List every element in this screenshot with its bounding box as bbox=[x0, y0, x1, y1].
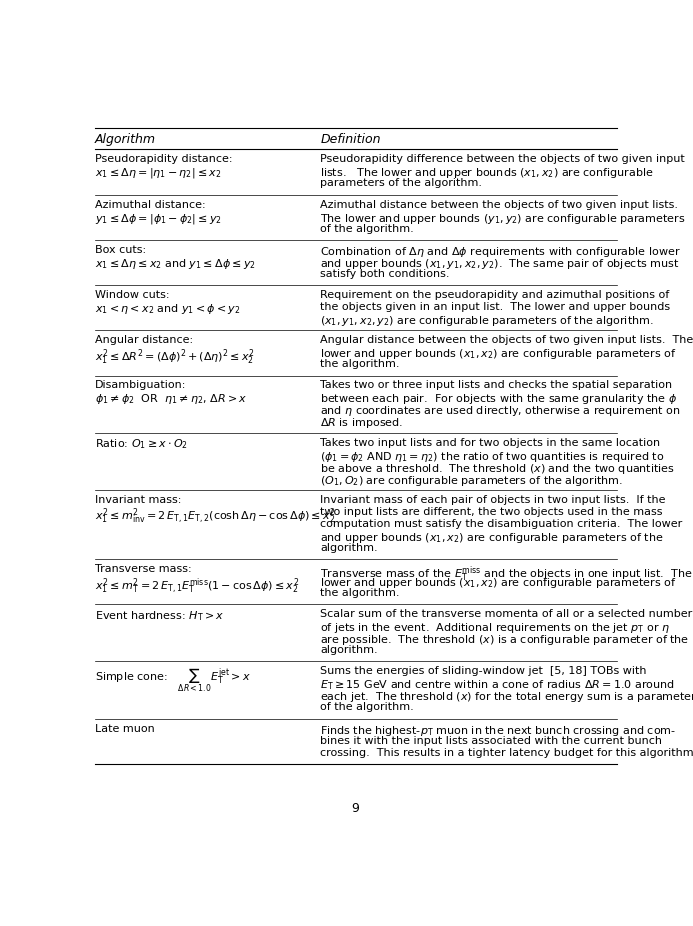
Text: $\phi_1 \neq \phi_2$  OR  $\eta_1 \neq \eta_2$, $\Delta R > x$: $\phi_1 \neq \phi_2$ OR $\eta_1 \neq \et… bbox=[95, 393, 247, 407]
Text: $x_1^2 \leq \Delta R^2 = (\Delta\phi)^2 + (\Delta\eta)^2 \leq x_2^2$: $x_1^2 \leq \Delta R^2 = (\Delta\phi)^2 … bbox=[95, 347, 254, 367]
Text: $x_1 \leq \Delta\eta = |\eta_1 - \eta_2| \leq x_2$: $x_1 \leq \Delta\eta = |\eta_1 - \eta_2|… bbox=[95, 167, 221, 181]
Text: and upper bounds ($x_1, y_1, x_2, y_2$).  The same pair of objects must: and upper bounds ($x_1, y_1, x_2, y_2$).… bbox=[320, 257, 680, 271]
Text: Transverse mass:: Transverse mass: bbox=[95, 564, 191, 574]
Text: bines it with the input lists associated with the current bunch: bines it with the input lists associated… bbox=[320, 735, 663, 745]
Text: be above a threshold.  The threshold ($x$) and the two quantities: be above a threshold. The threshold ($x$… bbox=[320, 462, 675, 476]
Text: The lower and upper bounds ($y_1, y_2$) are configurable parameters: The lower and upper bounds ($y_1, y_2$) … bbox=[320, 212, 686, 226]
Text: satisfy both conditions.: satisfy both conditions. bbox=[320, 269, 450, 279]
Text: Angular distance between the objects of two given input lists.  The: Angular distance between the objects of … bbox=[320, 335, 693, 345]
Text: Takes two or three input lists and checks the spatial separation: Takes two or three input lists and check… bbox=[320, 381, 672, 391]
Text: between each pair.  For objects with the same granularity the $\phi$: between each pair. For objects with the … bbox=[320, 393, 678, 407]
Text: lower and upper bounds ($x_1, x_2$) are configurable parameters of: lower and upper bounds ($x_1, x_2$) are … bbox=[320, 576, 676, 590]
Text: each jet.  The threshold ($x$) for the total energy sum is a parameter: each jet. The threshold ($x$) for the to… bbox=[320, 691, 693, 705]
Text: Sums the energies of sliding-window jet  [5, 18] TOBs with: Sums the energies of sliding-window jet … bbox=[320, 667, 647, 676]
Text: and $\eta$ coordinates are used directly, otherwise a requirement on: and $\eta$ coordinates are used directly… bbox=[320, 405, 681, 419]
Text: of the algorithm.: of the algorithm. bbox=[320, 224, 414, 233]
Text: the objects given in an input list.  The lower and upper bounds: the objects given in an input list. The … bbox=[320, 302, 670, 312]
Text: lower and upper bounds ($x_1, x_2$) are configurable parameters of: lower and upper bounds ($x_1, x_2$) are … bbox=[320, 347, 676, 361]
Text: algorithm.: algorithm. bbox=[320, 543, 378, 553]
Text: the algorithm.: the algorithm. bbox=[320, 359, 400, 369]
Text: Invariant mass of each pair of objects in two input lists.  If the: Invariant mass of each pair of objects i… bbox=[320, 494, 666, 505]
Text: Azimuthal distance:: Azimuthal distance: bbox=[95, 200, 205, 209]
Text: ($O_1, O_2$) are configurable parameters of the algorithm.: ($O_1, O_2$) are configurable parameters… bbox=[320, 473, 623, 488]
Text: computation must satisfy the disambiguation criteria.  The lower: computation must satisfy the disambiguat… bbox=[320, 519, 683, 529]
Text: $E_{\mathrm{T}} \geq 15$ GeV and centre within a cone of radius $\Delta R = 1.0$: $E_{\mathrm{T}} \geq 15$ GeV and centre … bbox=[320, 679, 675, 693]
Text: ($x_1, y_1, x_2, y_2$) are configurable parameters of the algorithm.: ($x_1, y_1, x_2, y_2$) are configurable … bbox=[320, 314, 654, 328]
Text: of jets in the event.  Additional requirements on the jet $p_{\mathrm{T}}$ or $\: of jets in the event. Additional require… bbox=[320, 621, 670, 635]
Text: $y_1 \leq \Delta\phi = |\phi_1 - \phi_2| \leq y_2$: $y_1 \leq \Delta\phi = |\phi_1 - \phi_2|… bbox=[95, 212, 222, 226]
Text: Simple cone:   $\sum_{\Delta R<1.0} E_{\mathrm{T}}^{\mathrm{jet}} > x$: Simple cone: $\sum_{\Delta R<1.0} E_{\ma… bbox=[95, 667, 250, 694]
Text: of the algorithm.: of the algorithm. bbox=[320, 702, 414, 712]
Text: Disambiguation:: Disambiguation: bbox=[95, 381, 186, 391]
Text: Takes two input lists and for two objects in the same location: Takes two input lists and for two object… bbox=[320, 438, 660, 447]
Text: Invariant mass:: Invariant mass: bbox=[95, 494, 181, 505]
Text: Pseudorapidity distance:: Pseudorapidity distance: bbox=[95, 155, 232, 165]
Text: Finds the highest-$p_{\mathrm{T}}$ muon in the next bunch crossing and com-: Finds the highest-$p_{\mathrm{T}}$ muon … bbox=[320, 723, 676, 738]
Text: crossing.  This results in a tighter latency budget for this algorithm.: crossing. This results in a tighter late… bbox=[320, 747, 693, 757]
Text: Window cuts:: Window cuts: bbox=[95, 290, 169, 300]
Text: parameters of the algorithm.: parameters of the algorithm. bbox=[320, 179, 482, 188]
Text: Algorithm: Algorithm bbox=[95, 133, 156, 146]
Text: $x_1^2 \leq m_{\mathrm{T}}^2 = 2\,E_{\mathrm{T},1}E_{\mathrm{T}}^{\mathrm{miss}}: $x_1^2 \leq m_{\mathrm{T}}^2 = 2\,E_{\ma… bbox=[95, 576, 299, 595]
Text: Box cuts:: Box cuts: bbox=[95, 244, 146, 255]
Text: Definition: Definition bbox=[320, 133, 380, 146]
Text: $x_1 \leq \Delta\eta \leq x_2$ and $y_1 \leq \Delta\phi \leq y_2$: $x_1 \leq \Delta\eta \leq x_2$ and $y_1 … bbox=[95, 257, 256, 271]
Text: algorithm.: algorithm. bbox=[320, 645, 378, 656]
Text: Event hardness: $H_{\mathrm{T}} > x$: Event hardness: $H_{\mathrm{T}} > x$ bbox=[95, 609, 224, 623]
Text: Scalar sum of the transverse momenta of all or a selected number: Scalar sum of the transverse momenta of … bbox=[320, 609, 692, 619]
Text: $x_1^2 \leq m_{\mathrm{inv}}^2 = 2\,E_{\mathrm{T},1}E_{\mathrm{T},2}(\cosh\Delta: $x_1^2 \leq m_{\mathrm{inv}}^2 = 2\,E_{\… bbox=[95, 507, 335, 527]
Text: are possible.  The threshold ($x$) is a configurable parameter of the: are possible. The threshold ($x$) is a c… bbox=[320, 633, 690, 647]
Text: lists.   The lower and upper bounds ($x_1, x_2$) are configurable: lists. The lower and upper bounds ($x_1,… bbox=[320, 167, 654, 181]
Text: Combination of $\Delta\eta$ and $\Delta\phi$ requirements with configurable lowe: Combination of $\Delta\eta$ and $\Delta\… bbox=[320, 244, 681, 259]
Text: $\Delta R$ is imposed.: $\Delta R$ is imposed. bbox=[320, 417, 403, 431]
Text: Late muon: Late muon bbox=[95, 723, 155, 733]
Text: and upper bounds ($x_1, x_2$) are configurable parameters of the: and upper bounds ($x_1, x_2$) are config… bbox=[320, 531, 664, 544]
Text: Requirement on the pseudorapidity and azimuthal positions of: Requirement on the pseudorapidity and az… bbox=[320, 290, 669, 300]
Text: two input lists are different, the two objects used in the mass: two input lists are different, the two o… bbox=[320, 507, 663, 517]
Text: Pseudorapidity difference between the objects of two given input: Pseudorapidity difference between the ob… bbox=[320, 155, 685, 165]
Text: $x_1 < \eta < x_2$ and $y_1 < \phi < y_2$: $x_1 < \eta < x_2$ and $y_1 < \phi < y_2… bbox=[95, 302, 240, 316]
Text: Transverse mass of the $E_{\mathrm{T}}^{\mathrm{miss}}$ and the objects in one i: Transverse mass of the $E_{\mathrm{T}}^{… bbox=[320, 564, 693, 583]
Text: Azimuthal distance between the objects of two given input lists.: Azimuthal distance between the objects o… bbox=[320, 200, 678, 209]
Text: the algorithm.: the algorithm. bbox=[320, 588, 400, 598]
Text: 9: 9 bbox=[351, 802, 359, 815]
Text: Ratio: $O_1 \geq x \cdot O_2$: Ratio: $O_1 \geq x \cdot O_2$ bbox=[95, 438, 188, 452]
Text: ($\phi_1 = \phi_2$ AND $\eta_1 = \eta_2$) the ratio of two quantities is require: ($\phi_1 = \phi_2$ AND $\eta_1 = \eta_2$… bbox=[320, 450, 665, 464]
Text: Angular distance:: Angular distance: bbox=[95, 335, 193, 345]
